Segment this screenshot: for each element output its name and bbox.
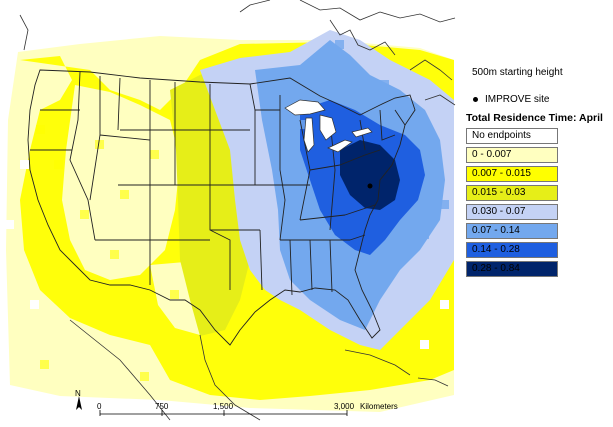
- lake-erie: [327, 139, 353, 153]
- lake-huron: [319, 114, 337, 141]
- site-legend-label: IMPROVE site: [485, 94, 550, 105]
- raster-class-0-0.007-interior: [62, 85, 180, 280]
- state-lines-west: [30, 71, 210, 285]
- legend-swatch: [466, 166, 558, 182]
- legend-swatch: [466, 185, 558, 201]
- atlantic-canada-coast: [409, 59, 456, 106]
- great-lakes: [284, 99, 373, 153]
- legend-class-label: No endpoints: [472, 130, 531, 141]
- legend-row: 0.07 - 0.14: [466, 223, 613, 241]
- legend-swatch: [466, 261, 558, 277]
- scale-tick-1500: 1,500: [213, 402, 234, 411]
- residence-time-map: N 0 750 1,500 3,000 Kilometers: [5, 0, 456, 421]
- scale-bar: 0 750 1,500 3,000 Kilometers: [97, 402, 398, 416]
- legend-class-label: 0.07 - 0.14: [472, 225, 520, 236]
- scale-unit-label: Kilometers: [360, 402, 398, 411]
- legend-class-label: 0 - 0.007: [472, 149, 512, 160]
- mexico-coast-west: [69, 319, 171, 421]
- legend-class-label: 0.28 - 0.84: [472, 263, 520, 274]
- legend-swatch: [466, 242, 558, 258]
- lake-ontario: [351, 127, 373, 138]
- legend-panel: 500m starting height IMPROVE site Total …: [460, 0, 613, 427]
- pacific-coast-canada: [19, 14, 29, 51]
- legend-swatch: [466, 204, 558, 220]
- residence-raster: [5, 30, 454, 412]
- hudson-bay-coast: [329, 19, 396, 56]
- lake-michigan: [303, 117, 315, 153]
- north-arrow: N: [75, 389, 82, 410]
- map-panel[interactable]: N 0 750 1,500 3,000 Kilometers: [0, 0, 456, 427]
- legend-row: 0.030 - 0.07: [466, 204, 613, 222]
- grid-cells-blue: [290, 40, 449, 239]
- legend-row: 0.007 - 0.015: [466, 166, 613, 184]
- hispaniola: [417, 377, 449, 387]
- legend-swatch: [466, 223, 558, 239]
- coastlines: [19, 0, 456, 421]
- lake-superior: [284, 99, 326, 116]
- cuba: [344, 349, 411, 376]
- legend-row: No endpoints: [466, 128, 613, 146]
- legend-class-label: 0.015 - 0.03: [472, 187, 526, 198]
- scale-tick-750: 750: [155, 402, 169, 411]
- legend-row: 0.14 - 0.28: [466, 242, 613, 260]
- scale-tick-0: 0: [97, 402, 102, 411]
- legend-row: 0.015 - 0.03: [466, 185, 613, 203]
- site-dot-icon: [473, 97, 478, 102]
- state-lines-south: [259, 204, 376, 296]
- us-state-boundaries: [27, 69, 416, 346]
- north-arrow-label: N: [75, 389, 81, 398]
- improve-site-marker[interactable]: [367, 183, 373, 189]
- legend-swatch: [466, 128, 558, 144]
- starting-height-label: 500m starting height: [472, 67, 563, 78]
- legend-title: Total Residence Time: April: [466, 112, 603, 124]
- grid-cells: [36, 125, 179, 381]
- legend-class-label: 0.14 - 0.28: [472, 244, 520, 255]
- mexico-coast-east: [199, 334, 261, 421]
- legend-class-label: 0.030 - 0.07: [472, 206, 526, 217]
- us-outline: [27, 69, 416, 346]
- grid-cells-white: [5, 160, 449, 349]
- legend-row: 0.28 - 0.84: [466, 261, 613, 279]
- legend-row: 0 - 0.007: [466, 147, 613, 165]
- canada-arctic-coast: [239, 0, 456, 23]
- legend-swatch: [466, 147, 558, 163]
- state-lines-midwest: [249, 83, 350, 241]
- raster-class-0.28-0.84: [340, 140, 400, 210]
- legend-class-label: 0.007 - 0.015: [472, 168, 531, 179]
- scale-tick-3000: 3,000: [334, 402, 355, 411]
- state-lines-plains: [150, 82, 260, 290]
